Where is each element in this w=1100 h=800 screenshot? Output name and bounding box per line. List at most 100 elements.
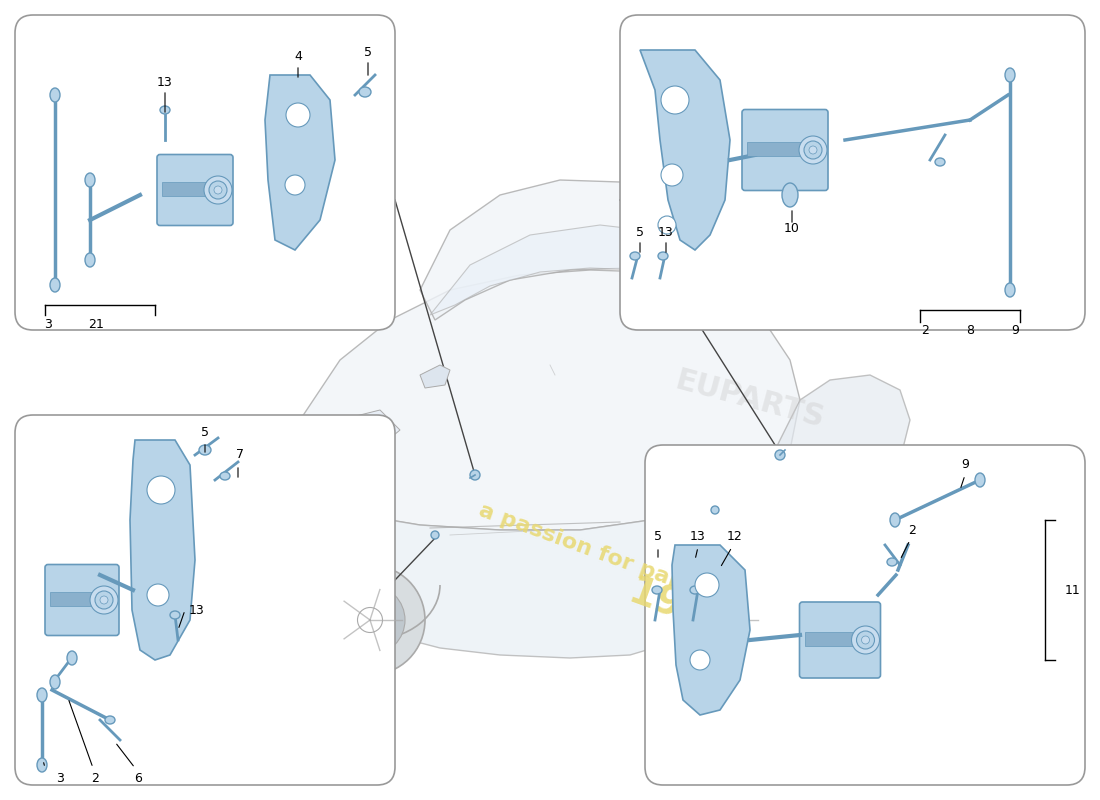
Ellipse shape (661, 164, 683, 186)
Text: 5: 5 (654, 530, 662, 543)
FancyBboxPatch shape (15, 15, 395, 330)
Ellipse shape (711, 506, 719, 514)
Text: 7: 7 (236, 449, 244, 462)
Text: 9: 9 (961, 458, 969, 471)
Ellipse shape (652, 586, 662, 594)
FancyBboxPatch shape (645, 445, 1085, 785)
FancyBboxPatch shape (747, 142, 823, 156)
Text: 2: 2 (91, 771, 99, 785)
Ellipse shape (359, 87, 371, 97)
Ellipse shape (1005, 283, 1015, 297)
Ellipse shape (470, 470, 480, 480)
Polygon shape (750, 375, 910, 600)
Ellipse shape (90, 586, 118, 614)
Ellipse shape (160, 106, 170, 114)
Polygon shape (420, 365, 450, 388)
Ellipse shape (431, 531, 439, 539)
Text: 2: 2 (909, 523, 916, 537)
FancyBboxPatch shape (800, 602, 880, 678)
Ellipse shape (782, 183, 797, 207)
Ellipse shape (204, 176, 232, 204)
Ellipse shape (690, 650, 710, 670)
Ellipse shape (50, 278, 60, 292)
Ellipse shape (890, 513, 900, 527)
Text: 13: 13 (189, 603, 205, 617)
Polygon shape (290, 270, 800, 530)
Ellipse shape (285, 175, 305, 195)
Text: 5: 5 (201, 426, 209, 438)
Text: 11: 11 (1065, 583, 1081, 597)
Ellipse shape (804, 141, 822, 159)
Ellipse shape (104, 716, 116, 724)
Text: 6: 6 (134, 771, 142, 785)
Ellipse shape (85, 173, 95, 187)
FancyBboxPatch shape (742, 110, 828, 190)
Ellipse shape (220, 472, 230, 480)
FancyBboxPatch shape (15, 415, 395, 785)
Ellipse shape (37, 688, 47, 702)
Ellipse shape (776, 450, 785, 460)
Polygon shape (265, 75, 336, 250)
Text: 5: 5 (364, 46, 372, 58)
Ellipse shape (50, 675, 60, 689)
Ellipse shape (935, 158, 945, 166)
FancyBboxPatch shape (804, 632, 876, 646)
Ellipse shape (85, 253, 95, 267)
Text: 1985: 1985 (623, 574, 737, 646)
Ellipse shape (50, 88, 60, 102)
Ellipse shape (147, 584, 169, 606)
Polygon shape (252, 480, 320, 580)
Ellipse shape (660, 560, 780, 680)
Ellipse shape (199, 445, 211, 455)
Polygon shape (420, 180, 760, 320)
Ellipse shape (286, 103, 310, 127)
Ellipse shape (209, 181, 227, 199)
Ellipse shape (100, 596, 108, 604)
Ellipse shape (695, 573, 719, 597)
Text: 5: 5 (636, 226, 644, 239)
Text: 2: 2 (921, 323, 928, 337)
Polygon shape (430, 225, 720, 315)
Text: 8: 8 (966, 323, 974, 337)
Polygon shape (640, 50, 730, 250)
Ellipse shape (799, 136, 827, 164)
Text: EUPARTS: EUPARTS (672, 366, 828, 434)
Ellipse shape (857, 631, 874, 649)
Ellipse shape (658, 252, 668, 260)
Text: 1: 1 (96, 318, 103, 331)
FancyBboxPatch shape (162, 182, 228, 196)
Ellipse shape (861, 636, 869, 644)
Text: 13: 13 (690, 530, 706, 543)
Text: 3: 3 (56, 771, 64, 785)
Ellipse shape (661, 86, 689, 114)
Ellipse shape (95, 591, 113, 609)
Text: 9: 9 (1011, 323, 1019, 337)
Text: 13: 13 (658, 226, 674, 239)
Ellipse shape (214, 186, 222, 194)
FancyBboxPatch shape (50, 592, 114, 606)
Ellipse shape (681, 581, 759, 659)
Ellipse shape (170, 611, 180, 619)
Ellipse shape (1005, 68, 1015, 82)
Polygon shape (672, 545, 750, 715)
Ellipse shape (358, 607, 383, 633)
Text: a passion for parts: a passion for parts (475, 500, 704, 600)
Ellipse shape (315, 565, 425, 675)
Ellipse shape (630, 252, 640, 260)
Polygon shape (290, 480, 760, 658)
FancyBboxPatch shape (620, 15, 1085, 330)
Polygon shape (310, 410, 400, 460)
Ellipse shape (147, 476, 175, 504)
Ellipse shape (658, 216, 676, 234)
Ellipse shape (975, 473, 984, 487)
Ellipse shape (808, 146, 817, 154)
Ellipse shape (67, 651, 77, 665)
Ellipse shape (690, 586, 700, 594)
Ellipse shape (706, 606, 734, 634)
Ellipse shape (37, 758, 47, 772)
Text: 12: 12 (727, 530, 742, 543)
Text: 4: 4 (294, 50, 301, 63)
Text: 2: 2 (88, 318, 96, 331)
Ellipse shape (336, 585, 405, 655)
Polygon shape (130, 440, 195, 660)
